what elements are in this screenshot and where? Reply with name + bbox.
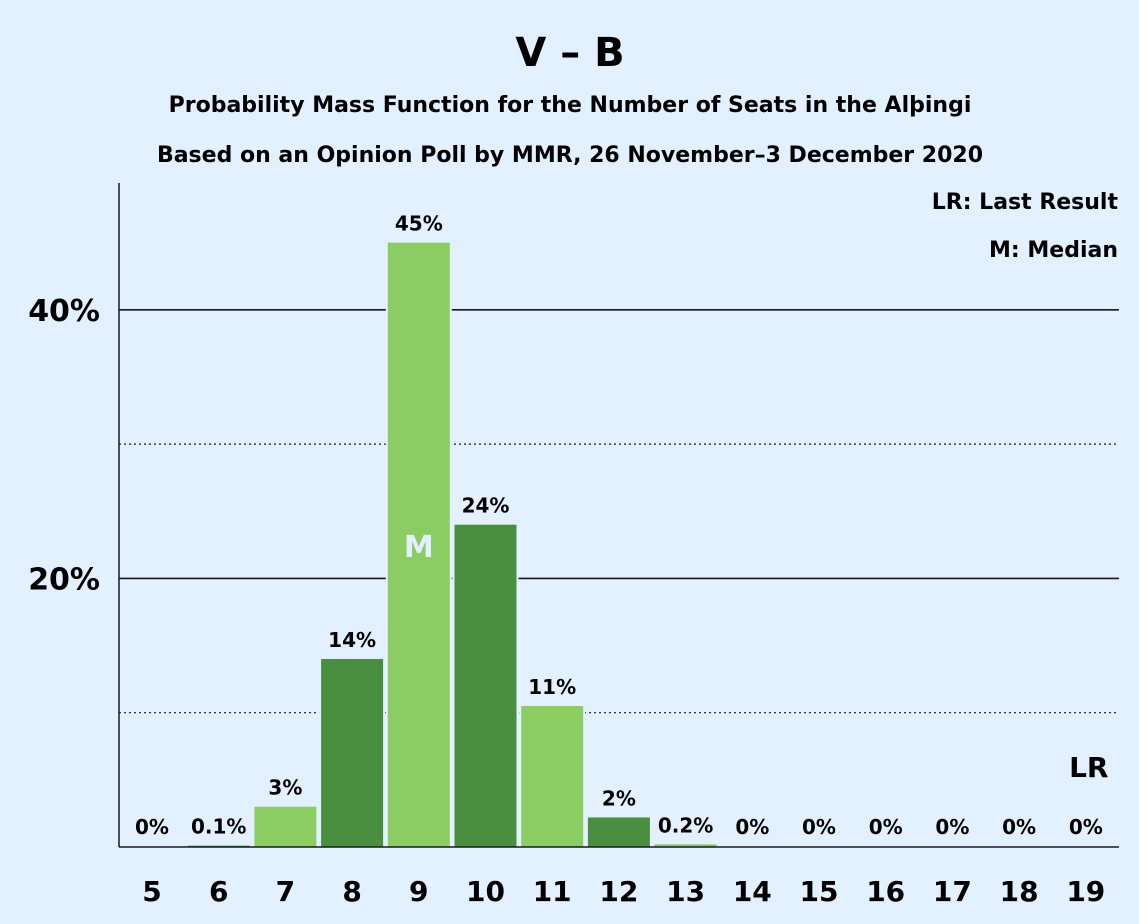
x-tick-label: 7 [276, 875, 295, 908]
x-tick-label: 18 [1000, 875, 1039, 908]
x-tick-label: 15 [800, 875, 839, 908]
x-tick-label: 9 [409, 875, 428, 908]
bar [587, 817, 650, 847]
x-tick-label: 14 [733, 875, 772, 908]
x-tick-label: 13 [666, 875, 705, 908]
x-tick-label: 11 [533, 875, 572, 908]
data-label: 24% [462, 494, 510, 518]
x-tick-label: 6 [209, 875, 228, 908]
x-tick-label: 8 [342, 875, 361, 908]
gridlines [119, 308, 1119, 714]
x-tick-label: 12 [599, 875, 638, 908]
data-label: 0.2% [658, 813, 713, 837]
data-label: 0% [735, 815, 769, 839]
data-label: 3% [268, 776, 302, 800]
data-label: 0% [869, 815, 903, 839]
bar-halo [185, 843, 252, 847]
bar [387, 242, 450, 847]
median-mark: M [404, 530, 434, 565]
bar [321, 658, 384, 847]
bar [521, 705, 584, 847]
legend-last-result: LR: Last Result [932, 190, 1119, 215]
data-labels: 0% 0.1% 3% 14% 45% 24% 11% 2% 0.2% 0% 0% 0% 0% 0% 0% M L… [135, 212, 1108, 839]
data-label: 2% [602, 786, 636, 810]
data-label: 11% [528, 675, 576, 699]
y-tick-label: 40% [28, 294, 100, 329]
data-label: 14% [328, 628, 376, 652]
y-tick-label: 20% [28, 562, 100, 597]
bar [454, 524, 517, 847]
bar [254, 806, 317, 847]
last-result-mark: LR [1069, 751, 1108, 784]
x-tick-label: 17 [933, 875, 972, 908]
x-tick-label: 16 [866, 875, 905, 908]
chart-subtitle-2: Based on an Opinion Poll by MMR, 26 Nove… [157, 143, 983, 168]
x-tick-label: 5 [142, 875, 161, 908]
legend-median: M: Median [989, 238, 1118, 263]
data-label: 0% [935, 815, 969, 839]
data-label: 0% [1069, 815, 1103, 839]
data-label: 45% [395, 212, 443, 236]
data-label: 0.1% [191, 815, 246, 839]
data-label: 0% [135, 815, 169, 839]
bar [654, 844, 717, 847]
chart-subtitle-1: Probability Mass Function for the Number… [169, 93, 972, 118]
axes: 20% 40% 5 6 7 8 9 10 11 12 13 14 15 16 17 18 19 [28, 183, 1119, 908]
data-label: 0% [1002, 815, 1036, 839]
bars [185, 240, 719, 847]
x-tick-label: 10 [466, 875, 505, 908]
x-tick-label: 19 [1066, 875, 1105, 908]
chart-title: V – B [515, 30, 624, 76]
data-label: 0% [802, 815, 836, 839]
